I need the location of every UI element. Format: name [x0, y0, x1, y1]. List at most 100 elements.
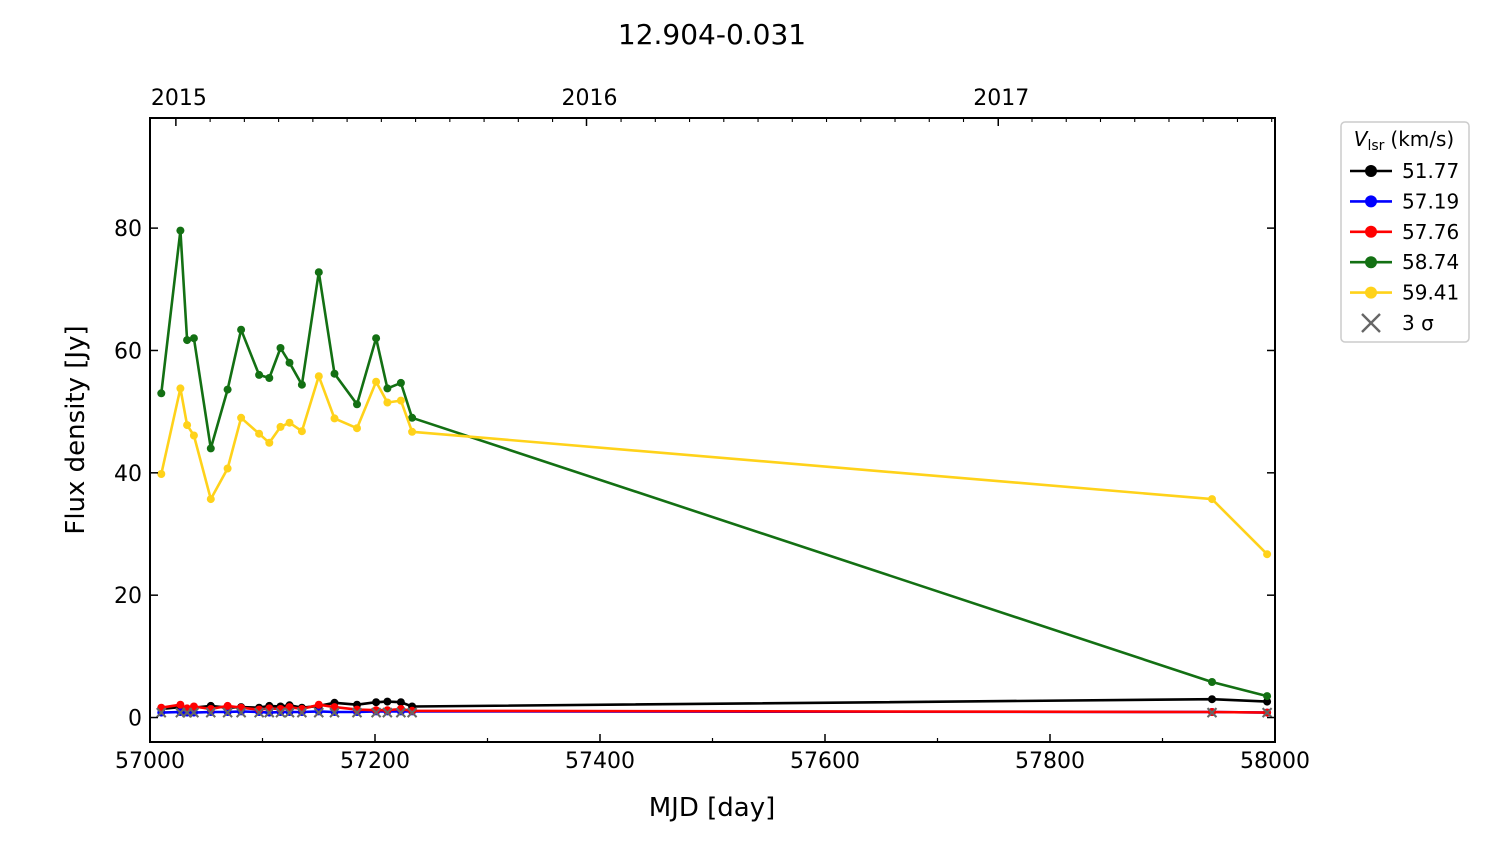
data-point-57.76 [223, 701, 232, 710]
data-point-59.41 [1208, 495, 1216, 504]
top-year-label: 2017 [973, 86, 1029, 111]
legend-title-unit: (km/s) [1390, 127, 1454, 151]
data-point-58.74 [1208, 678, 1216, 686]
three-sigma-stroke [313, 707, 324, 718]
data-point-59.41 [265, 438, 274, 447]
data-point-57.76 [285, 703, 294, 712]
data-point-57.76 [314, 700, 323, 709]
data-point-58.74 [396, 378, 405, 387]
data-point-59.41 [285, 418, 294, 427]
three-sigma-marker [382, 707, 393, 718]
data-point-58.74 [237, 325, 246, 334]
three-sigma-marker [253, 707, 265, 718]
series-line-58.74 [160, 229, 1268, 698]
three-sigma-marker [313, 707, 324, 718]
data-point-51.77 [372, 698, 381, 707]
data-point-58.74 [183, 336, 192, 345]
three-sigma-marker [264, 707, 275, 718]
x-tick-label: 57600 [790, 749, 860, 774]
legend-title: Vlsr (km/s) [1354, 127, 1454, 154]
data-point-59.41 [223, 464, 232, 473]
data-point-58.74 [255, 370, 264, 379]
x-tick-label: 57000 [115, 749, 185, 774]
x-tick-label: 57200 [340, 749, 410, 774]
x-tick-label: 57800 [1015, 749, 1085, 774]
three-sigma-stroke [222, 707, 233, 718]
data-point-58.74 [265, 374, 274, 382]
top-year-label: 2016 [562, 86, 618, 111]
legend-title-main: V [1354, 127, 1369, 151]
three-sigma-marker [1206, 707, 1218, 718]
data-point-58.74 [297, 380, 306, 389]
three-sigma-marker [329, 707, 340, 718]
legend-marker-57.76 [1365, 225, 1377, 238]
three-sigma-stroke [284, 707, 295, 718]
data-point-59.41 [183, 421, 192, 430]
data-point-59.41 [372, 377, 381, 386]
data-point-59.41 [396, 396, 405, 405]
three-sigma-marker [406, 707, 418, 718]
x-tick-label: 58000 [1240, 749, 1310, 774]
three-sigma-marker [275, 707, 286, 718]
y-tick-label: 0 [128, 707, 142, 732]
three-sigma-stroke [156, 707, 167, 718]
data-point-57.76 [330, 703, 339, 712]
legend-label-51.77: 51.77 [1402, 159, 1459, 183]
data-point-58.74 [383, 384, 392, 393]
data-point-58.74 [330, 369, 339, 378]
data-point-51.77 [383, 697, 392, 706]
data-point-57.76 [372, 706, 381, 715]
data-point-58.74 [408, 413, 417, 422]
data-point-59.41 [383, 398, 392, 407]
data-point-59.41 [206, 495, 215, 504]
y-axis-title: Flux density [Jy] [61, 325, 91, 534]
three-sigma-marker [222, 707, 233, 718]
three-sigma-marker [1261, 707, 1273, 718]
three-sigma-stroke [275, 707, 286, 718]
x-tick-label: 57400 [565, 749, 635, 774]
three-sigma-marker [284, 707, 295, 718]
data-point-59.41 [297, 427, 306, 436]
data-point-58.74 [206, 444, 215, 453]
three-sigma-stroke [253, 707, 265, 718]
data-point-59.41 [408, 427, 417, 436]
data-point-58.74 [1263, 692, 1272, 701]
three-sigma-stroke [382, 707, 393, 718]
legend-title-sub: lsr [1367, 138, 1384, 154]
y-tick-label: 60 [114, 339, 142, 364]
three-sigma-stroke [1206, 707, 1218, 718]
three-sigma-marker [351, 707, 363, 718]
data-point-51.77 [396, 698, 405, 707]
data-point-59.41 [330, 414, 339, 423]
three-sigma-stroke [1261, 707, 1273, 718]
data-point-57.76 [176, 700, 185, 709]
data-point-58.74 [285, 358, 294, 367]
three-sigma-stroke [235, 707, 247, 718]
legend: Vlsr (km/s) 51.77 57.19 57.76 58.74 59.41 3 σ [1340, 121, 1470, 343]
legend-marker-58.74 [1365, 256, 1377, 269]
data-point-58.74 [157, 389, 166, 398]
three-sigma-marker [205, 707, 216, 718]
legend-label-59.41: 59.41 [1402, 281, 1459, 305]
data-point-59.41 [157, 470, 166, 478]
legend-marker-51.77 [1365, 165, 1377, 177]
data-point-59.41 [314, 372, 323, 381]
data-point-51.77 [1263, 697, 1272, 706]
data-point-59.41 [189, 431, 198, 440]
legend-label-57.19: 57.19 [1402, 189, 1459, 213]
y-tick-label: 80 [114, 217, 142, 242]
data-point-58.74 [176, 226, 185, 235]
legend-marker-3sigma [1361, 313, 1381, 333]
three-sigma-stroke [351, 707, 363, 718]
data-point-59.41 [276, 422, 285, 431]
three-sigma-marker [370, 707, 382, 718]
chart-title: 12.904-0.031 [618, 18, 806, 51]
data-point-58.74 [223, 385, 232, 394]
y-tick-label: 40 [114, 462, 142, 487]
three-sigma-stroke [329, 707, 340, 718]
legend-marker-57.19 [1365, 195, 1377, 208]
data-point-58.74 [276, 344, 285, 352]
data-point-51.77 [1208, 695, 1216, 704]
data-point-58.74 [314, 268, 323, 277]
